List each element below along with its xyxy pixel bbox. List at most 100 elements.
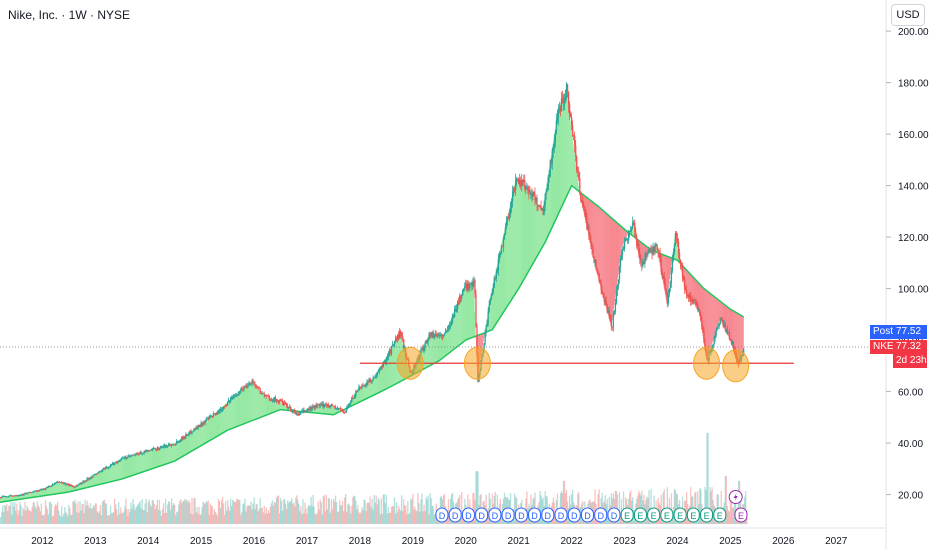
volume-bar xyxy=(155,505,158,524)
candle-body xyxy=(382,361,385,367)
volume-bar xyxy=(674,490,677,524)
volume-bar xyxy=(104,503,107,524)
candle-body xyxy=(362,385,364,386)
volume-bar xyxy=(527,508,529,524)
candle-body xyxy=(9,495,11,497)
earnings-marker: E xyxy=(647,507,661,523)
candle-body xyxy=(652,246,654,255)
volume-bar xyxy=(292,503,294,524)
highlight-circle xyxy=(693,346,721,380)
candle-body xyxy=(682,278,685,280)
candle-body xyxy=(471,282,473,287)
candle-body xyxy=(716,326,718,330)
candle-body xyxy=(395,338,398,340)
candle-body xyxy=(23,493,25,495)
candle-body xyxy=(224,404,227,407)
candle-body xyxy=(62,482,64,484)
volume-bar xyxy=(391,506,394,524)
dividend-marker: D xyxy=(488,507,502,523)
candle-body xyxy=(567,92,570,105)
volume-bar xyxy=(200,514,202,524)
candle-body xyxy=(438,334,440,336)
volume-bar xyxy=(304,502,306,524)
candle-body xyxy=(610,318,612,327)
candle-body xyxy=(166,445,169,447)
candle-body xyxy=(357,390,359,392)
volume-bar xyxy=(193,498,195,524)
candle-body xyxy=(562,99,565,103)
candle-body xyxy=(229,400,231,402)
volume-bar xyxy=(204,504,206,524)
currency-button[interactable]: USD xyxy=(891,4,925,26)
candle-body xyxy=(233,395,235,397)
candle-body xyxy=(380,366,382,368)
candle-body xyxy=(167,444,170,446)
candle-body xyxy=(570,117,573,126)
candle-body xyxy=(572,125,574,135)
candle-body xyxy=(90,476,92,479)
candle-body xyxy=(125,456,127,459)
dividend-marker-shape xyxy=(501,507,515,523)
candle-body xyxy=(121,458,123,461)
candle-body xyxy=(130,455,132,457)
candle-body xyxy=(150,449,152,451)
volume-bar xyxy=(198,506,200,524)
candle-body xyxy=(132,454,134,456)
candle-body xyxy=(251,380,253,385)
candle-body xyxy=(249,383,251,385)
volume-bar xyxy=(724,476,726,524)
candle-body xyxy=(594,259,596,263)
candle-body xyxy=(245,385,247,388)
candle-body xyxy=(592,249,594,257)
candle-body xyxy=(309,406,311,409)
volume-bar xyxy=(322,496,324,524)
volume-bar xyxy=(70,514,72,524)
candle-body xyxy=(369,378,371,382)
candle-body xyxy=(263,393,265,397)
volume-bar xyxy=(344,497,346,524)
volume-bar xyxy=(618,492,621,524)
candle-body xyxy=(668,288,671,295)
candle-body xyxy=(117,461,119,463)
candle-body xyxy=(493,277,495,289)
volume-bar xyxy=(366,503,368,524)
volume-bar xyxy=(68,504,70,524)
volume-bar xyxy=(20,505,22,524)
candle-body xyxy=(109,465,112,467)
candle-body xyxy=(361,385,363,389)
volume-bar xyxy=(133,504,135,524)
volume-bar xyxy=(131,508,133,524)
volume-bar xyxy=(354,496,356,524)
candle-body xyxy=(29,492,31,493)
candle-body xyxy=(665,289,667,294)
volume-bar xyxy=(686,492,688,524)
volume-bar xyxy=(185,500,187,524)
candle-body xyxy=(364,385,366,387)
volume-bar xyxy=(594,489,596,524)
volume-bar xyxy=(730,495,733,524)
volume-bar xyxy=(310,496,312,524)
candle-body xyxy=(599,281,601,284)
candle-body xyxy=(391,344,394,346)
volume-bar xyxy=(269,506,272,524)
volume-bar xyxy=(213,509,216,524)
candle-body xyxy=(247,386,249,387)
volume-bar xyxy=(318,509,320,524)
volume-bar xyxy=(286,509,288,524)
candle-body xyxy=(660,258,662,273)
volume-bar xyxy=(500,512,503,524)
volume-bar xyxy=(488,492,490,524)
volume-bar xyxy=(408,513,410,524)
candle-body xyxy=(484,333,486,344)
candle-body xyxy=(273,397,276,402)
volume-bar xyxy=(191,497,193,524)
volume-bar xyxy=(277,495,280,524)
candle-body xyxy=(603,297,605,302)
volume-bar xyxy=(309,506,311,524)
candle-body xyxy=(131,454,133,456)
volume-bar xyxy=(301,514,303,524)
volume-bar xyxy=(209,503,211,524)
volume-bar xyxy=(87,505,89,524)
volume-bar xyxy=(572,489,574,524)
